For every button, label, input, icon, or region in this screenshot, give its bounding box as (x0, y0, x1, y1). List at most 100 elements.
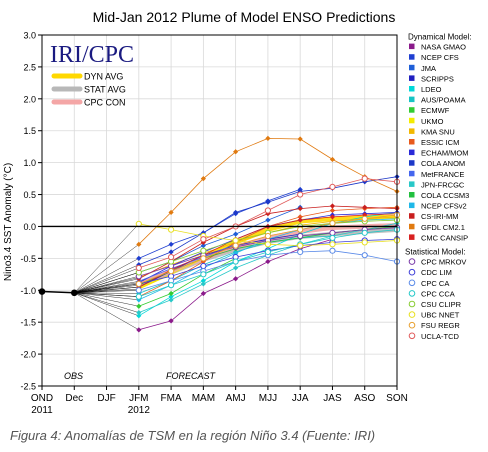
series-marker (297, 205, 303, 212)
y-tick-label: 0.5 (23, 190, 36, 200)
series-marker (362, 179, 368, 185)
x-tick-label: MJJ (259, 393, 277, 404)
average-legend-label: DYN AVG (84, 72, 123, 82)
y-tick-label: -2.0 (20, 350, 36, 360)
legend-label: ESSIC ICM (421, 138, 459, 147)
series-marker (136, 303, 142, 309)
series-marker (200, 243, 206, 249)
series-marker (233, 149, 239, 155)
y-axis-label: Nino3.4 SST Anomaly (°C) (3, 163, 14, 281)
legend-swatch (409, 139, 415, 145)
legend-swatch (409, 86, 415, 92)
series-marker (136, 284, 142, 290)
connector-line (74, 277, 139, 294)
x-tick-label: JFM (129, 393, 148, 404)
legend-label: UBC NNET (421, 311, 460, 320)
series-marker (135, 287, 142, 294)
series-marker (200, 290, 206, 297)
series-marker (264, 207, 272, 214)
legend-label: ECMWF (421, 106, 450, 115)
legend-label: ECHAM/MOM (421, 149, 469, 158)
legend-swatch (409, 234, 415, 240)
statistical-legend-title: Statistical Model: (405, 248, 465, 257)
connector-line (74, 272, 139, 294)
legend-label: UCLA-TCD (421, 332, 460, 341)
series-marker (135, 280, 142, 287)
legend-swatch (408, 268, 416, 276)
series-marker (167, 268, 175, 275)
legend-swatch (409, 107, 415, 113)
connector-line (74, 276, 139, 294)
legend-swatch (408, 321, 416, 329)
series-marker (329, 207, 336, 214)
series-marker (361, 215, 368, 222)
legend-swatch (409, 160, 415, 166)
series-marker (264, 232, 272, 240)
series-marker (232, 258, 239, 265)
series-marker (232, 242, 239, 249)
series-marker (136, 327, 142, 333)
legend-label: COLA ANOM (421, 159, 465, 168)
legend-swatch (409, 149, 415, 156)
series-marker (297, 232, 304, 240)
legend-swatch (409, 96, 415, 103)
y-tick-label: 3.0 (23, 31, 36, 41)
x-tick-label: FMA (161, 393, 182, 404)
series-marker (200, 236, 207, 243)
series-marker (362, 204, 368, 210)
series-marker (168, 249, 174, 255)
legend-label: CS-IRI-MM (421, 212, 459, 221)
y-tick-label: 2.0 (23, 94, 36, 104)
series-marker (329, 241, 336, 248)
connector-line (74, 258, 139, 294)
series-marker (136, 255, 142, 261)
legend-swatch (408, 290, 416, 297)
legend-label: SCRIPPS (421, 74, 454, 83)
legend-label: LDEO (421, 85, 442, 94)
legend-swatch (408, 311, 416, 318)
connector-line (74, 292, 139, 307)
legend-swatch (408, 332, 416, 340)
series-marker (265, 199, 271, 205)
x-year-label: 2012 (128, 405, 151, 416)
x-tick-label: Dec (65, 393, 83, 404)
legend-label: COLA CCSM3 (421, 191, 469, 200)
series-marker (297, 226, 304, 233)
series-marker (329, 229, 336, 236)
x-tick-label: JAS (323, 393, 342, 404)
x-tick-label: JJA (292, 393, 309, 404)
connector-line (74, 267, 139, 294)
x-tick-label: MAM (192, 393, 215, 404)
series-marker (233, 231, 239, 237)
connector-line (74, 288, 139, 294)
series-marker (200, 262, 207, 270)
series-markers (38, 135, 401, 333)
series-marker (136, 313, 142, 319)
series-marker (135, 293, 142, 300)
series-marker (329, 183, 336, 190)
series-marker (361, 239, 368, 246)
legend-swatch (409, 181, 415, 187)
legend-swatch (409, 202, 415, 209)
series-marker (167, 282, 175, 289)
legend-swatch (409, 43, 415, 50)
legend-swatch (408, 279, 416, 287)
legend-label: CPC MRKOV (421, 258, 466, 267)
average-legend-label: STAT AVG (84, 85, 126, 95)
series-marker (329, 203, 336, 209)
series-marker (297, 248, 304, 256)
connector-line (74, 292, 139, 313)
legend-label: FSU REGR (421, 321, 460, 330)
series-marker (265, 217, 271, 223)
connector-line (74, 292, 139, 316)
axes: -2.5 -2.0 -1.5 -1.0 -0.5 0.0 0.5 1.0 1.5 2.0 2.5 3.… (20, 31, 407, 417)
connector-line (74, 278, 139, 294)
legend-swatch (409, 75, 415, 81)
legend-swatch (409, 64, 415, 71)
legend-label: AUS/POAMA (421, 96, 466, 105)
plot-frame (41, 34, 398, 387)
legend-swatch (409, 170, 415, 177)
series-marker (200, 278, 206, 284)
